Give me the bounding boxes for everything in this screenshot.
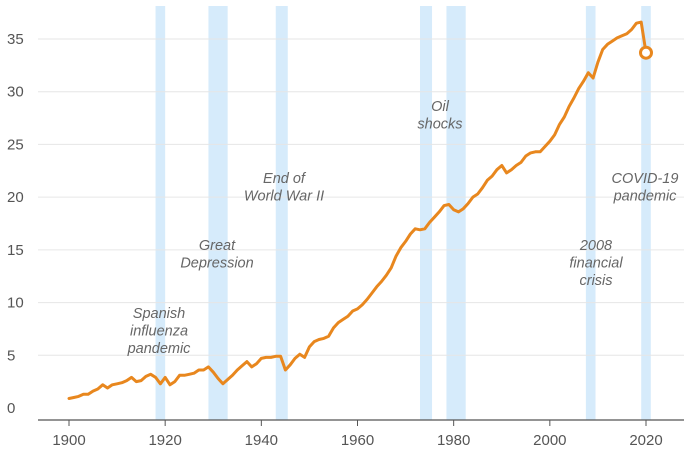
shaded-band-2 xyxy=(275,6,288,420)
series-layer xyxy=(67,20,653,400)
x-tick-label-1980: 1980 xyxy=(437,432,470,449)
x-tick-label-1900: 1900 xyxy=(52,432,85,449)
axes: 0 5 10 15 20 25 30 35 1900 1920 1940 1960 1980 2000 20… xyxy=(7,31,684,449)
y-tick-label-0: 0 xyxy=(7,400,15,417)
y-tick-label-5: 5 xyxy=(7,347,15,364)
y-tick-label-35: 35 xyxy=(7,31,24,48)
y-tick-label-30: 30 xyxy=(7,84,24,101)
x-tick-label-1960: 1960 xyxy=(341,432,374,449)
annotation-3: Oil shocks xyxy=(417,99,462,133)
series-line xyxy=(67,20,648,400)
shaded-band-1 xyxy=(208,6,228,420)
annotation-2: End of World War II xyxy=(244,171,324,205)
annotation-5: 2008 financial crisis xyxy=(569,238,623,289)
gridlines xyxy=(38,38,684,356)
y-tick-label-15: 15 xyxy=(7,242,24,259)
period-annotations: Spanish influenza pandemic Great Depression E… xyxy=(127,99,679,357)
annotation-0: Spanish influenza pandemic xyxy=(127,306,192,357)
shaded-band-5 xyxy=(585,6,596,420)
y-tick-label-25: 25 xyxy=(7,136,24,153)
shaded-band-4 xyxy=(446,6,466,420)
x-tick-label-1940: 1940 xyxy=(245,432,278,449)
x-tick-label-2000: 2000 xyxy=(533,432,566,449)
y-tick-label-20: 20 xyxy=(7,189,24,206)
shaded-band-3 xyxy=(420,6,433,420)
x-tick-label-2020: 2020 xyxy=(629,432,662,449)
y-tick-label-10: 10 xyxy=(7,295,24,312)
annotation-6: COVID-19 pandemic xyxy=(612,171,679,205)
endpoint-marker xyxy=(639,45,653,60)
x-tick-label-1920: 1920 xyxy=(148,432,181,449)
shaded-band-6 xyxy=(641,6,651,420)
annotation-1: Great Depression xyxy=(180,238,253,272)
shaded-band-0 xyxy=(155,6,166,420)
shaded-periods xyxy=(155,6,651,420)
